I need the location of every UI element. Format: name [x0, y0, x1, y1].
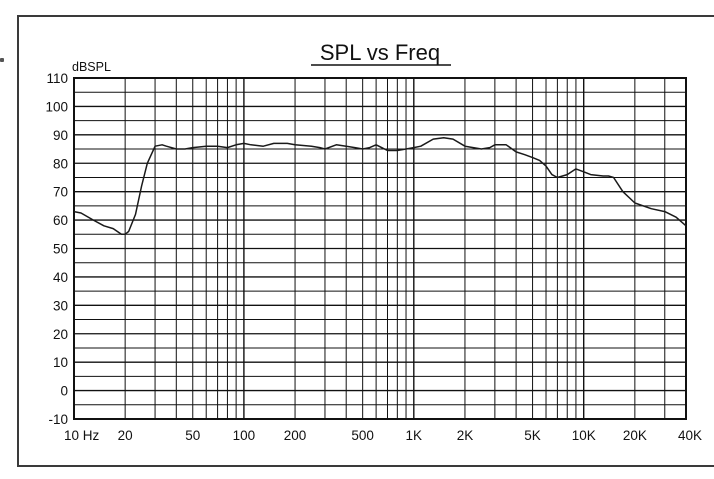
y-tick-label: -10	[48, 412, 68, 427]
y-tick-label: 100	[45, 99, 68, 114]
y-tick-label: 110	[46, 71, 68, 86]
grid-major	[73, 77, 686, 420]
y-tick-label: 70	[53, 185, 68, 200]
y-tick-label: 20	[53, 327, 68, 342]
y-tick-label: 90	[53, 128, 68, 143]
side-mark	[0, 58, 4, 62]
x-tick-label: 2K	[457, 428, 474, 443]
x-tick-label: 100	[233, 428, 256, 443]
x-tick-label: 5K	[524, 428, 541, 443]
spl-series-line	[73, 136, 687, 236]
y-tick-label: 10	[53, 355, 68, 370]
y-tick-label: 40	[53, 270, 68, 285]
x-tick-label: 500	[351, 428, 374, 443]
chart-frame	[17, 15, 714, 467]
y-tick-label: 30	[53, 298, 68, 313]
x-tick-label: 10K	[572, 428, 596, 443]
x-tick-label: 1K	[406, 428, 423, 443]
x-tick-label: 20K	[623, 428, 647, 443]
x-tick-label: 10 Hz	[64, 428, 100, 443]
y-tick-label: 50	[53, 242, 68, 257]
x-tick-labels: 10 Hz 20 50 100 200 500 1K 2K 5K 10K 20K 40K	[64, 428, 702, 443]
chart-title: SPL vs Freq	[320, 40, 440, 65]
plot-border	[73, 77, 687, 420]
x-tick-label: 20	[118, 428, 133, 443]
x-tick-label: 200	[284, 428, 307, 443]
x-tick-label: 50	[185, 428, 200, 443]
y-tick-label: 60	[53, 213, 68, 228]
y-tick-label: 80	[53, 156, 68, 171]
y-tick-label: 0	[60, 384, 68, 399]
x-tick-label: 40K	[678, 428, 702, 443]
y-axis-label: dBSPL	[72, 60, 111, 74]
